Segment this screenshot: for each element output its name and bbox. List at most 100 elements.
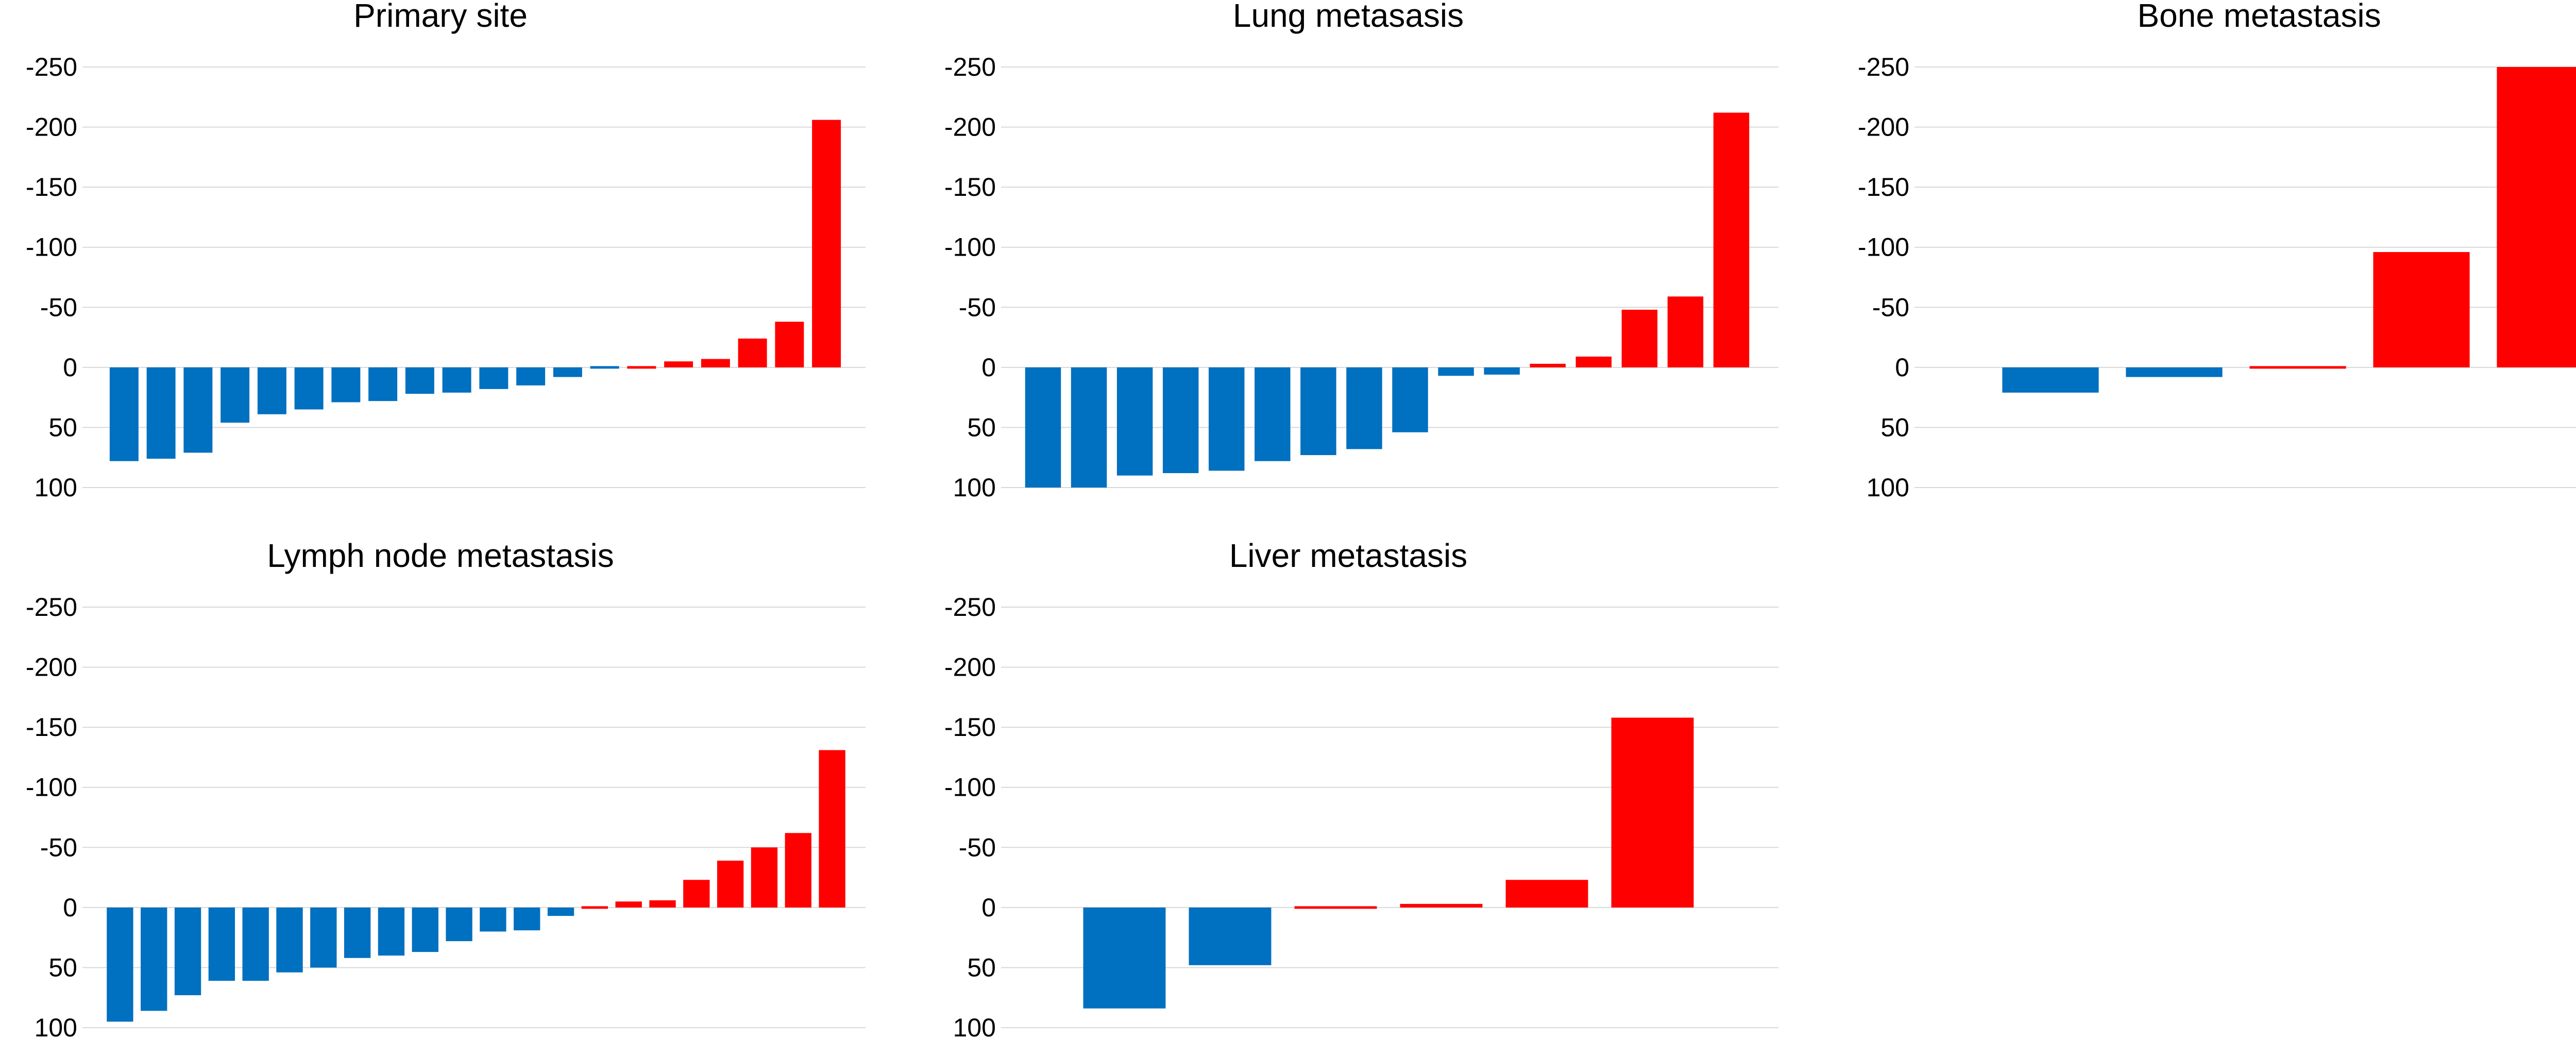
bar	[738, 338, 767, 367]
bar	[412, 907, 438, 952]
chart-title: Primary site	[353, 0, 528, 34]
bar	[1025, 367, 1061, 488]
bar	[1621, 309, 1658, 367]
bar	[775, 322, 804, 367]
bar	[581, 906, 608, 909]
bar	[664, 361, 693, 367]
bar	[109, 367, 139, 461]
y-tick-label: -150	[944, 713, 996, 742]
bar	[1346, 367, 1382, 449]
bar	[344, 907, 371, 958]
y-tick-label: -250	[944, 593, 996, 622]
bar	[547, 907, 574, 916]
chart-title: Bone metastasis	[2137, 0, 2381, 34]
bar	[1162, 367, 1199, 474]
y-tick-label: -250	[26, 593, 77, 622]
bar	[405, 367, 434, 394]
bar	[1611, 717, 1694, 908]
y-tick-label: 100	[1867, 473, 1909, 502]
y-tick-label: -50	[40, 833, 77, 862]
bar	[257, 367, 286, 414]
y-tick-label: -150	[26, 173, 77, 202]
bar	[514, 907, 540, 931]
chart-panel: Lymph node metastasis -250 -200 -150 -100 -50…	[26, 537, 866, 1039]
bar	[819, 750, 845, 908]
bar	[141, 907, 167, 1011]
bar	[751, 847, 778, 908]
bar	[1667, 296, 1704, 367]
bar	[785, 833, 811, 908]
bar	[649, 900, 676, 908]
bar	[2126, 367, 2223, 377]
y-tick-label: -50	[40, 293, 77, 322]
bar	[717, 860, 744, 908]
bar	[331, 367, 361, 403]
bar	[2002, 367, 2099, 393]
bar	[553, 367, 582, 377]
y-tick-label: 0	[1895, 353, 1909, 382]
bar	[1189, 907, 1272, 965]
bar	[1575, 356, 1612, 367]
y-tick-label: 100	[953, 473, 996, 502]
y-tick-label: 100	[35, 473, 77, 502]
y-tick-label: -100	[944, 233, 996, 262]
bar	[146, 367, 176, 459]
y-tick-label: 0	[63, 893, 77, 922]
bar	[812, 120, 841, 367]
y-tick-label: -150	[944, 173, 996, 202]
bar	[1071, 367, 1107, 488]
bar	[1083, 907, 1166, 1009]
chart-panel: Primary site -250 -200 -150 -100 -50 0 50 100	[26, 0, 866, 502]
bar	[1438, 367, 1474, 376]
bar	[1116, 367, 1153, 476]
chart-title: Lung metasasis	[1233, 0, 1464, 34]
bar	[1713, 112, 1750, 367]
y-tick-label: -100	[26, 773, 77, 802]
y-tick-label: -250	[944, 53, 996, 81]
bar	[208, 907, 235, 981]
bar	[1505, 880, 1588, 908]
bar	[378, 907, 405, 956]
bar	[183, 367, 213, 453]
bar	[2249, 366, 2346, 369]
y-tick-label: 0	[63, 353, 77, 382]
bar	[446, 907, 472, 942]
bar	[1209, 367, 1245, 471]
bar	[479, 367, 509, 389]
bar	[174, 907, 201, 996]
bar	[1530, 363, 1566, 367]
bar	[2373, 252, 2470, 367]
y-tick-label: -50	[959, 293, 996, 322]
y-tick-label: -200	[944, 653, 996, 682]
bar	[615, 901, 642, 908]
y-tick-label: -50	[959, 833, 996, 862]
bar	[516, 367, 546, 386]
bar	[107, 907, 133, 1022]
chart-panel: Bone metastasis -250 -200 -150 -100 -50 0 50 100	[1858, 0, 2576, 502]
bar	[276, 907, 303, 973]
y-tick-label: 100	[953, 1013, 996, 1039]
bar	[242, 907, 269, 981]
y-tick-label: 50	[48, 413, 77, 442]
y-tick-label: 50	[967, 413, 996, 442]
bar	[310, 907, 337, 968]
y-tick-label: -200	[1858, 113, 1909, 142]
bar	[294, 367, 324, 410]
y-tick-label: 50	[48, 953, 77, 982]
y-tick-label: 100	[35, 1013, 77, 1039]
bar	[1255, 367, 1291, 461]
y-tick-label: -200	[944, 113, 996, 142]
y-tick-label: 0	[981, 353, 996, 382]
bar	[221, 367, 250, 423]
y-tick-label: -200	[26, 653, 77, 682]
bar	[480, 907, 506, 932]
bar	[1294, 906, 1377, 909]
chart-panel: Lung metasasis -250 -200 -150 -100 -50 0 50 100	[944, 0, 1778, 502]
bar	[1392, 367, 1428, 432]
y-tick-label: -100	[944, 773, 996, 802]
y-tick-label: 50	[967, 953, 996, 982]
bar	[1484, 367, 1520, 375]
bar	[442, 367, 471, 393]
chart-panel: Liver metastasis -250 -200 -150 -100 -50 0 50 10…	[944, 537, 1778, 1039]
